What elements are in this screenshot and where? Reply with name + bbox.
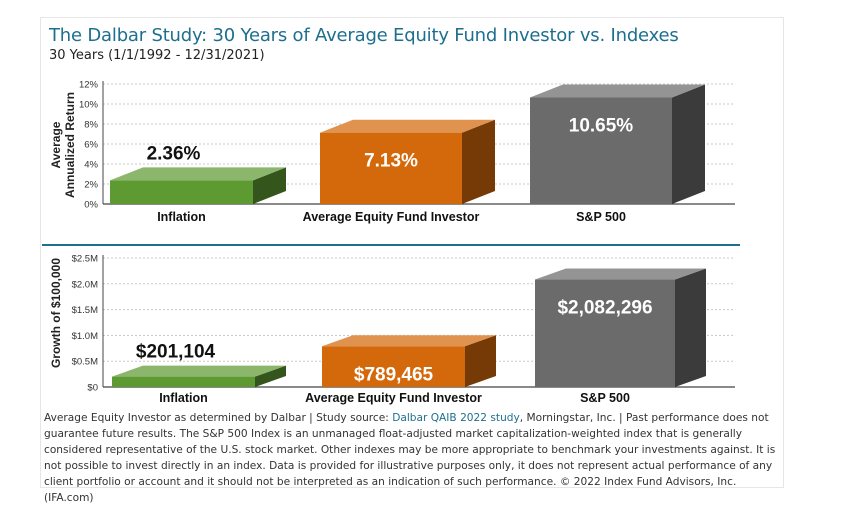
bar-front xyxy=(322,346,465,387)
data-label: $2,082,296 xyxy=(557,298,652,319)
bar-3: 10.65% xyxy=(530,84,705,204)
bar-front xyxy=(112,376,255,387)
y-axis-label-line1: Average xyxy=(49,121,63,168)
bar-2: $789,465 xyxy=(322,335,496,387)
y-tick-label: 4% xyxy=(84,160,98,171)
bar-side xyxy=(675,268,706,387)
y-tick-label: $1.0M xyxy=(72,331,98,342)
bar-side xyxy=(462,119,495,204)
bar-top xyxy=(110,167,286,181)
y-tick-label: $1.5M xyxy=(72,305,98,316)
chart-subtitle: 30 Years (1/1/1992 - 12/31/2021) xyxy=(49,48,265,63)
bar-top xyxy=(530,84,705,98)
bar-top xyxy=(112,365,286,377)
bar-top xyxy=(322,335,496,347)
category-label: S&P 500 xyxy=(580,391,630,405)
footer-text-before-link: Average Equity Investor as determined by… xyxy=(44,412,393,424)
category-label: Average Equity Fund Investor xyxy=(303,210,480,224)
y-tick-label: $0 xyxy=(87,383,98,394)
bar-top xyxy=(320,119,495,133)
bar-top xyxy=(535,268,706,280)
data-label: $789,465 xyxy=(354,364,434,385)
footer-text-after-link: , Morningstar, Inc. | Past performance d… xyxy=(44,412,776,504)
y-tick-label: 6% xyxy=(84,140,98,151)
bar-side xyxy=(465,335,496,387)
y-tick-label: 12% xyxy=(79,80,99,91)
bar-front xyxy=(535,279,675,387)
chart-panel-2: $0 $0.5M $1.0M $1.5M $2.0M $2.5M Growth of $10… xyxy=(49,254,735,405)
bar-front xyxy=(320,132,462,204)
y-axis-label-line2: Annualized Return xyxy=(63,92,77,198)
category-label: Average Equity Fund Investor xyxy=(305,391,482,405)
study-source-link[interactable]: Dalbar QAIB 2022 study xyxy=(392,412,520,424)
y-axis-label: Growth of $100,000 xyxy=(49,258,63,368)
panel-divider xyxy=(42,244,740,246)
y-tick-label: $2.0M xyxy=(72,279,98,290)
data-label: 7.13% xyxy=(364,151,418,172)
category-label: Inflation xyxy=(159,391,208,405)
bar-front xyxy=(530,97,672,204)
category-label: Inflation xyxy=(157,210,206,224)
y-tick-label: 8% xyxy=(84,120,98,131)
y-tick-label: 0% xyxy=(84,200,98,211)
bar-1: $201,104 xyxy=(112,342,286,387)
bar-side xyxy=(255,365,286,387)
data-label: 2.36% xyxy=(147,143,201,164)
category-label: S&P 500 xyxy=(576,210,626,224)
y-tick-label: $2.5M xyxy=(72,254,98,265)
bar-3: $2,082,296 xyxy=(535,268,706,387)
y-tick-label: 10% xyxy=(79,100,99,111)
chart-title: The Dalbar Study: 30 Years of Average Eq… xyxy=(49,25,679,46)
y-tick-label: $0.5M xyxy=(72,357,98,368)
bar-2: 7.13% xyxy=(320,119,495,204)
data-label: 10.65% xyxy=(569,116,634,137)
y-tick-label: 2% xyxy=(84,180,98,191)
bar-front xyxy=(110,180,253,204)
bar-1: 2.36% xyxy=(110,143,286,204)
data-label: $201,104 xyxy=(136,342,216,363)
bar-side xyxy=(253,167,286,204)
chart-panel-1: 0% 2% 4% 6% 8% 10% 12% Average Annualized Return… xyxy=(49,80,735,224)
footer-disclaimer: Average Equity Investor as determined by… xyxy=(44,410,780,506)
bar-side xyxy=(672,84,705,204)
